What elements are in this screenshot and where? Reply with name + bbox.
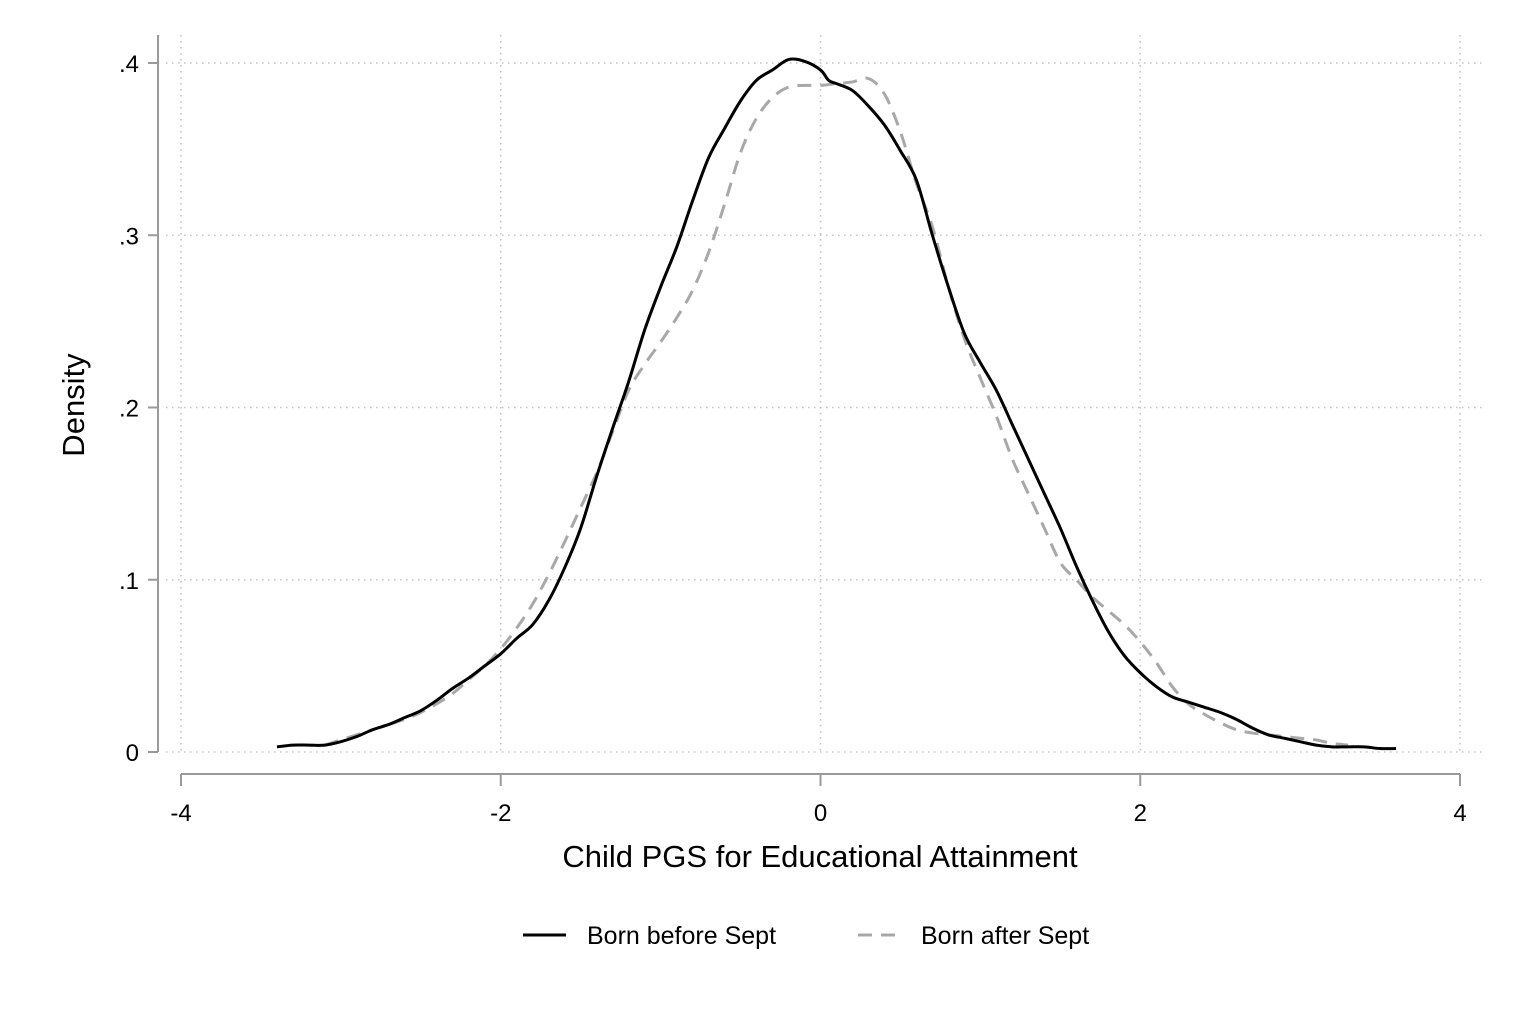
- x-tick-label: -4: [170, 800, 191, 827]
- y-tick-label: .2: [119, 396, 139, 423]
- legend-item-born-after-sept: Born after Sept: [858, 922, 1089, 950]
- legend-item-born-before-sept: Born before Sept: [523, 922, 776, 950]
- grid-lines: [166, 35, 1484, 753]
- legend-label-born-after-sept: Born after Sept: [921, 922, 1089, 950]
- y-axis-title: Density: [56, 353, 91, 457]
- series-line-born-before-sept: [276, 57, 1397, 751]
- x-tick-label: 4: [1453, 800, 1466, 827]
- y-tick-label: 0: [126, 740, 139, 767]
- x-tick-label: 2: [1134, 800, 1147, 827]
- legend-label-born-before-sept: Born before Sept: [587, 922, 776, 950]
- x-tick-label: 0: [814, 800, 827, 827]
- y-tick-label: .3: [119, 223, 139, 250]
- series-line-born-after-sept: [324, 76, 1349, 747]
- y-tick-label: .4: [119, 51, 139, 78]
- series-lines: [276, 57, 1397, 751]
- tick-labels: 0 .1 .2 .3 .4 -4 -2 0 2 4: [119, 51, 1467, 827]
- tick-marks: [148, 62, 1461, 786]
- x-axis-title: Child PGS for Educational Attainment: [562, 839, 1078, 874]
- x-tick-label: -2: [490, 800, 511, 827]
- axes: [157, 35, 1460, 775]
- legend: Born before Sept Born after Sept: [523, 922, 1089, 950]
- y-tick-label: .1: [119, 568, 139, 595]
